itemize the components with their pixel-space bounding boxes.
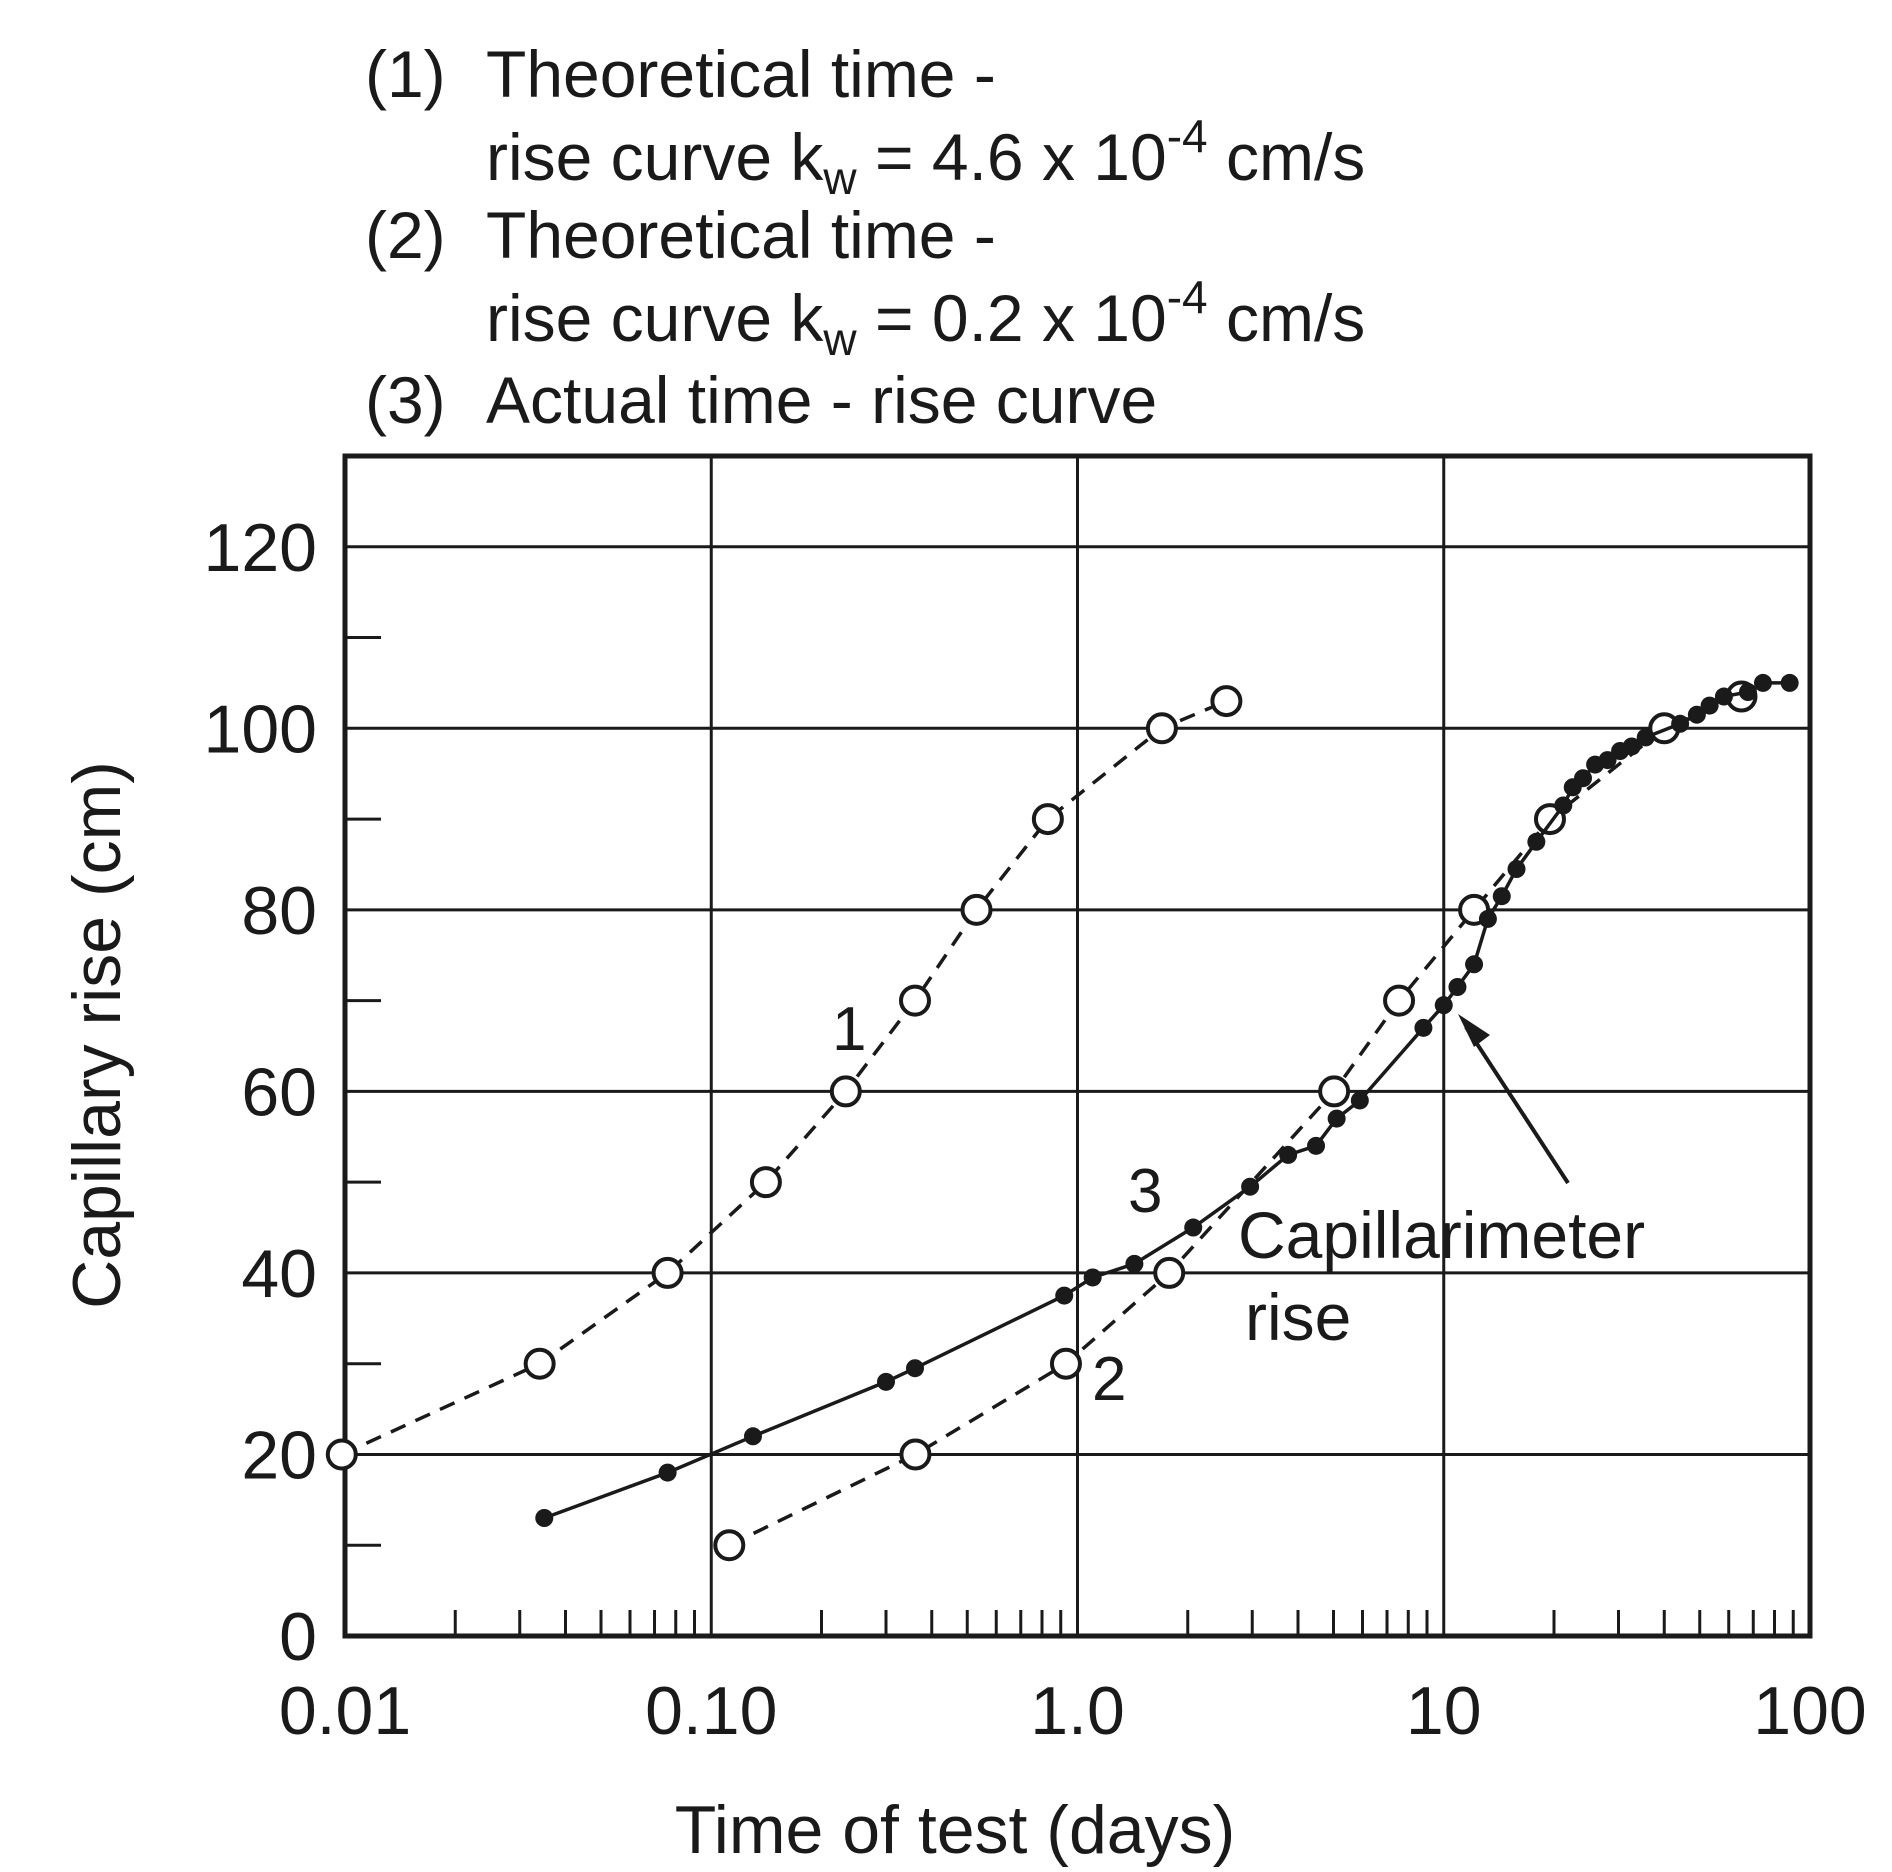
data-point-3	[1307, 1136, 1326, 1155]
tick-labels: 0.01 0.10 1.0 10 100 0 20 40 60 80 100 120	[204, 510, 1867, 1749]
data-point-3	[1687, 705, 1706, 724]
y-tick-label: 40	[241, 1236, 317, 1312]
data-point-3	[1184, 1218, 1203, 1237]
x-tick-label: 0.01	[279, 1673, 411, 1749]
data-point-3	[1671, 714, 1690, 733]
legend-text-2a: Theoretical time -	[486, 198, 996, 272]
series	[325, 673, 1799, 1562]
capillarimeter-arrow-shaft	[1464, 1025, 1570, 1185]
curve-label-2: 2	[1092, 1345, 1126, 1414]
x-axis-title: Time of test (days)	[675, 1792, 1236, 1867]
data-point-3	[1241, 1177, 1260, 1196]
y-tick-label: 80	[241, 873, 317, 949]
data-point-2	[1049, 1347, 1082, 1380]
data-point-3	[1414, 1018, 1433, 1037]
data-point-1	[1210, 685, 1243, 718]
data-point-3	[1507, 860, 1526, 878]
data-point-2	[713, 1529, 746, 1562]
series-1	[325, 685, 1243, 1471]
legend-text-1b: rise curve kw = 4.6 x 10-4 cm/s	[486, 110, 1365, 204]
data-point-3	[1574, 769, 1593, 788]
data-point-3	[1622, 737, 1641, 756]
plot-frame	[342, 453, 1813, 1639]
data-point-3	[1636, 728, 1655, 747]
data-point-1	[960, 893, 993, 926]
capillarimeter-label-rise: rise	[1245, 1280, 1351, 1354]
data-point-3	[1738, 683, 1757, 701]
series-line-3	[543, 681, 1790, 1520]
series-2	[713, 680, 1758, 1562]
x-tick-label: 100	[1753, 1673, 1866, 1749]
data-point-3	[1598, 751, 1617, 770]
data-point-1	[523, 1347, 556, 1380]
data-point-1	[749, 1166, 782, 1199]
data-point-3	[1279, 1145, 1298, 1164]
series-line-2	[728, 694, 1743, 1547]
data-point-3	[1055, 1286, 1074, 1305]
data-point-3	[905, 1359, 924, 1378]
y-axis-title: Capillary rise (cm)	[59, 761, 135, 1309]
annotations: 1 2 3 Capillarimeter rise	[832, 995, 1645, 1414]
series-line-1	[341, 699, 1228, 1457]
data-point-3	[1780, 673, 1799, 692]
y-tick-label: 60	[241, 1054, 317, 1130]
legend-num-1: (1)	[365, 37, 446, 111]
data-point-1	[898, 984, 931, 1017]
legend-text-1a: Theoretical time -	[486, 37, 996, 111]
data-point-3	[1083, 1268, 1102, 1287]
legend: (1) Theoretical time - rise curve kw = 4…	[365, 37, 1365, 437]
curve-label-1: 1	[832, 995, 866, 1064]
legend-text-2b: rise curve kw = 0.2 x 10-4 cm/s	[486, 271, 1365, 365]
data-point-2	[899, 1438, 932, 1471]
legend-text-3: Actual time - rise curve	[486, 363, 1157, 437]
data-point-3	[1478, 909, 1497, 928]
data-point-1	[1145, 712, 1178, 745]
data-point-3	[1327, 1109, 1346, 1128]
data-point-1	[829, 1075, 862, 1108]
data-point-3	[743, 1427, 762, 1446]
data-point-3	[1714, 687, 1733, 706]
data-point-3	[535, 1509, 554, 1527]
data-point-3	[1448, 978, 1467, 996]
capillarimeter-label: Capillarimeter	[1238, 1198, 1645, 1272]
data-point-2	[1153, 1256, 1186, 1289]
data-point-3	[658, 1463, 677, 1482]
data-point-3	[1554, 796, 1573, 815]
data-point-3	[1125, 1254, 1144, 1273]
data-point-3	[876, 1372, 895, 1391]
grid	[345, 456, 1810, 1636]
data-point-3	[1350, 1091, 1369, 1110]
x-tick-label: 1.0	[1030, 1673, 1125, 1749]
data-point-1	[651, 1256, 684, 1289]
legend-num-3: (3)	[365, 363, 446, 437]
data-point-1	[325, 1438, 358, 1471]
axis-ticks	[345, 636, 1795, 1636]
data-point-3	[1527, 832, 1546, 851]
y-tick-label: 0	[279, 1599, 317, 1675]
data-point-3	[1465, 955, 1484, 974]
y-tick-label: 100	[204, 691, 317, 767]
series-3	[535, 673, 1799, 1527]
data-point-1	[1031, 803, 1064, 836]
data-point-2	[1383, 984, 1416, 1017]
y-tick-label: 20	[241, 1417, 317, 1493]
legend-num-2: (2)	[365, 198, 446, 272]
x-tick-label: 10	[1406, 1673, 1482, 1749]
data-point-3	[1753, 673, 1772, 692]
curve-label-3: 3	[1128, 1157, 1162, 1226]
data-point-3	[1434, 996, 1453, 1015]
data-point-3	[1700, 696, 1719, 715]
y-tick-label: 120	[204, 510, 317, 586]
data-point-3	[1492, 887, 1511, 906]
capillarimeter-arrowhead	[1458, 1014, 1490, 1047]
x-tick-label: 0.10	[645, 1673, 777, 1749]
data-point-2	[1318, 1075, 1351, 1108]
